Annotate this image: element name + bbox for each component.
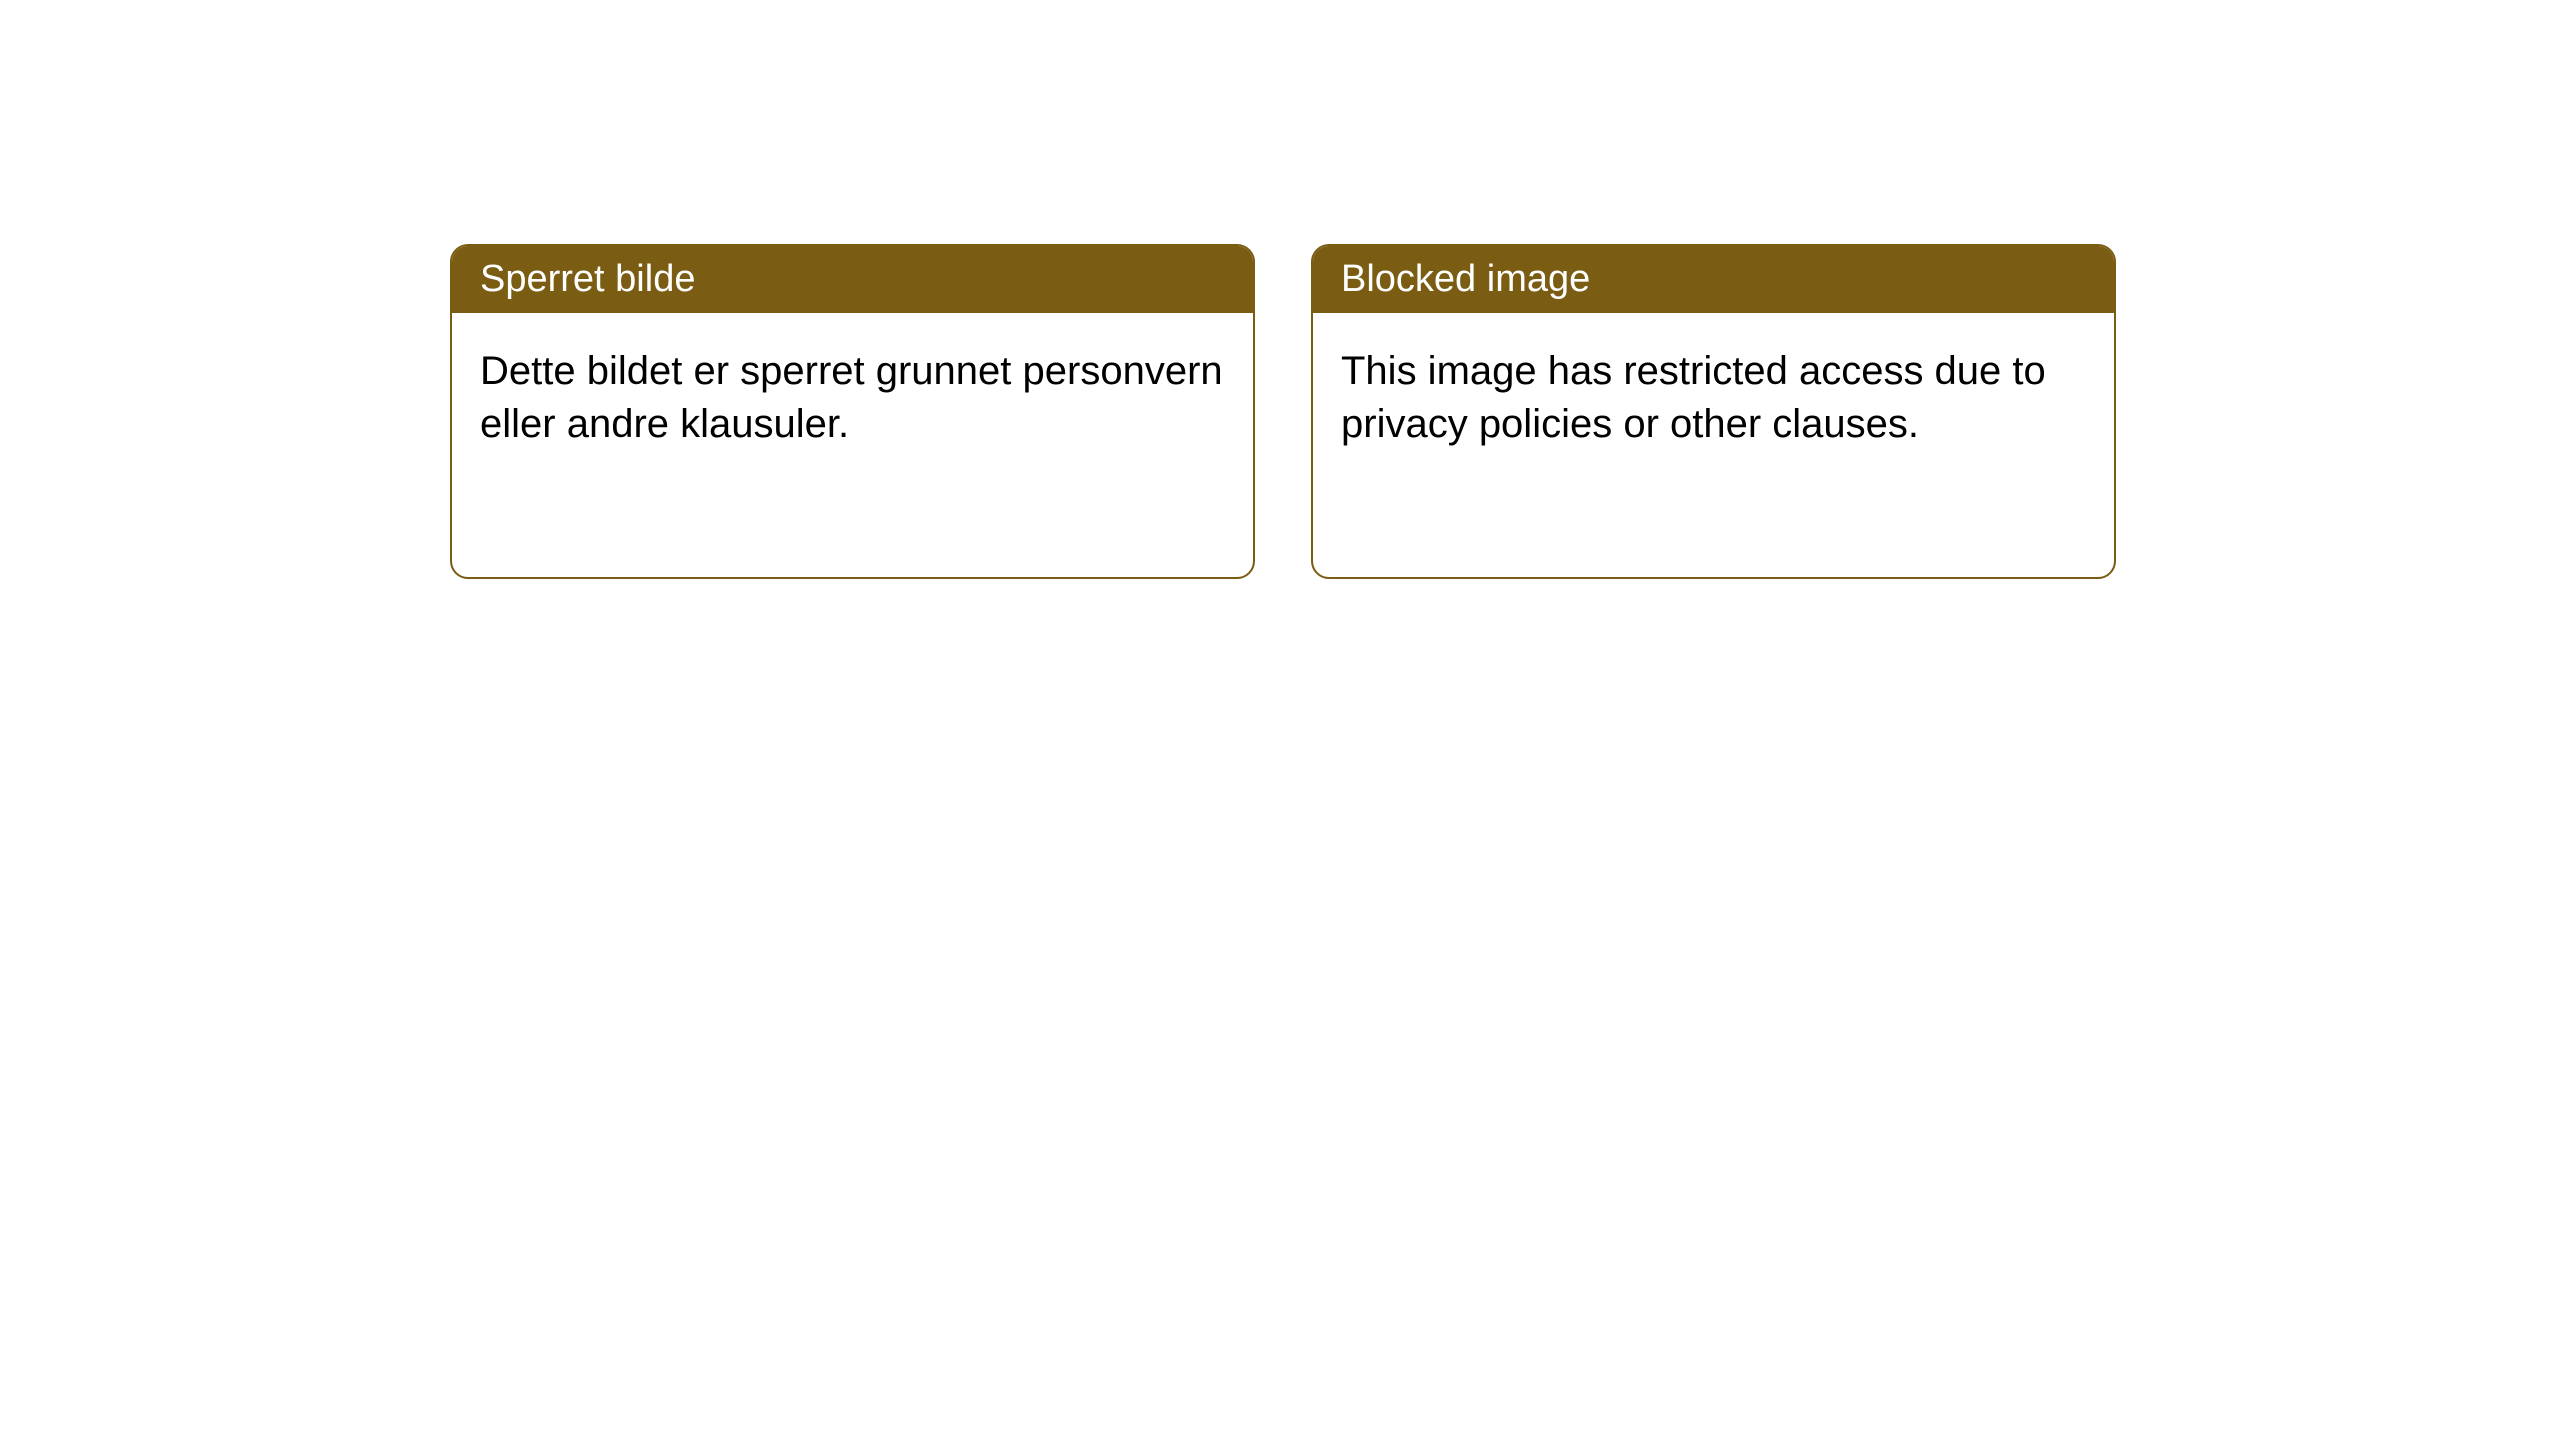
card-body-text-en: This image has restricted access due to …: [1341, 349, 2046, 446]
card-header-en: Blocked image: [1313, 246, 2114, 313]
card-body-text-no: Dette bildet er sperret grunnet personve…: [480, 349, 1223, 446]
blocked-image-notice-container: Sperret bilde Dette bildet er sperret gr…: [450, 244, 2116, 579]
card-title-no: Sperret bilde: [480, 258, 695, 300]
blocked-image-card-no: Sperret bilde Dette bildet er sperret gr…: [450, 244, 1255, 579]
blocked-image-card-en: Blocked image This image has restricted …: [1311, 244, 2116, 579]
card-body-no: Dette bildet er sperret grunnet personve…: [452, 313, 1253, 483]
card-title-en: Blocked image: [1341, 258, 1590, 300]
card-body-en: This image has restricted access due to …: [1313, 313, 2114, 483]
card-header-no: Sperret bilde: [452, 246, 1253, 313]
